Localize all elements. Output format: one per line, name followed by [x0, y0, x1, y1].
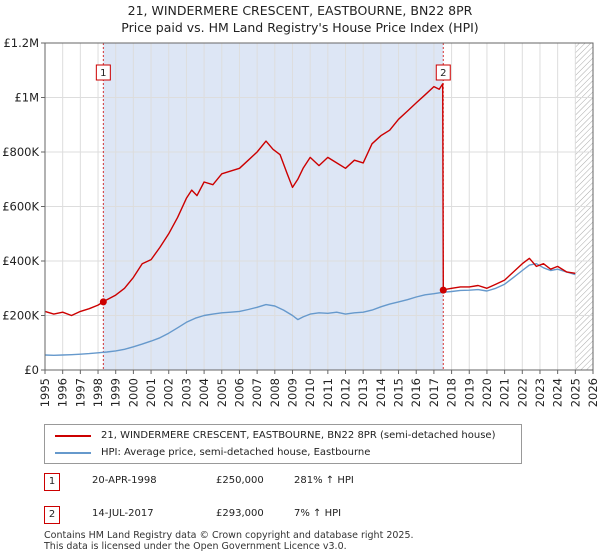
hpi-line	[44, 263, 576, 356]
x-tick-label: 2026	[586, 378, 600, 407]
sale-number-badge: 2	[44, 506, 60, 524]
x-tick-label: 1998	[91, 378, 105, 407]
y-tick-label: £400K	[2, 254, 39, 268]
x-tick-label: 2024	[551, 378, 565, 407]
x-tick-label: 1997	[73, 378, 87, 407]
property-price-line	[44, 83, 576, 317]
sale-marker-box	[435, 64, 451, 81]
footer-copyright: Contains HM Land Registry data © Crown c…	[44, 530, 414, 541]
x-tick-label: 2017	[427, 378, 441, 407]
x-tick-label: 2016	[409, 378, 423, 407]
y-tick-label: £0	[24, 363, 39, 377]
sale-point	[439, 286, 447, 294]
x-tick-label: 2004	[197, 378, 211, 407]
sale-row: 2 14-JUL-2017 £293,000 7% ↑ HPI	[44, 506, 544, 526]
sale-date: 20-APR-1998	[92, 475, 157, 486]
x-tick-label: 2009	[285, 378, 299, 407]
x-tick-label: 2012	[339, 378, 353, 407]
x-tick-label: 2003	[179, 378, 193, 407]
y-tick-label: £600K	[2, 200, 39, 214]
sale-price: £293,000	[216, 508, 264, 519]
footer-attribution: Contains HM Land Registry data © Crown c…	[44, 530, 414, 552]
x-tick-label: 2001	[144, 378, 158, 407]
x-tick-label: 2022	[515, 378, 529, 407]
y-tick-label: £1.2M	[3, 36, 39, 50]
x-tick-label: 2013	[356, 378, 370, 407]
chart-title: 21, WINDERMERE CRESCENT, EASTBOURNE, BN2…	[127, 3, 473, 18]
x-tick-label: 2005	[215, 378, 229, 407]
sale-marker-label: 1	[100, 68, 106, 79]
x-tick-label: 2007	[250, 378, 264, 407]
x-tick-label: 2006	[232, 378, 246, 407]
x-tick-label: 2002	[162, 378, 176, 407]
sale-hpi-change: 281% ↑ HPI	[294, 475, 354, 486]
x-tick-label: 2018	[445, 378, 459, 407]
sale-date: 14-JUL-2017	[92, 508, 154, 519]
x-tick-label: 2020	[480, 378, 494, 407]
sale-hpi-change: 7% ↑ HPI	[294, 508, 342, 519]
legend-swatch-property	[55, 435, 91, 437]
legend-swatch-hpi	[55, 452, 91, 454]
legend-label-property: 21, WINDERMERE CRESCENT, EASTBOURNE, BN2…	[101, 430, 496, 441]
x-tick-label: 2010	[303, 378, 317, 407]
x-tick-label: 2025	[568, 378, 582, 407]
x-tick-label: 2015	[392, 378, 406, 407]
x-tick-label: 2021	[498, 378, 512, 407]
x-tick-label: 2023	[533, 378, 547, 407]
x-tick-label: 2011	[321, 378, 335, 407]
price-chart: 1 2 £0 £200K £400K £600K £800K £1M £1.2M 1995 199…	[2, 36, 600, 407]
x-tick-label: 1996	[56, 378, 70, 407]
sale-price: £250,000	[216, 475, 264, 486]
sale-row: 1 20-APR-1998 £250,000 281% ↑ HPI	[44, 473, 544, 493]
x-tick-label: 1999	[109, 378, 123, 407]
footer-licence: This data is licensed under the Open Gov…	[44, 541, 347, 552]
y-tick-label: £800K	[2, 145, 39, 159]
sale-point	[99, 298, 107, 306]
y-tick-label: £200K	[2, 309, 39, 323]
x-tick-label: 2019	[462, 378, 476, 407]
chart-legend: 21, WINDERMERE CRESCENT, EASTBOURNE, BN2…	[44, 424, 522, 464]
x-tick-label: 1995	[38, 378, 52, 407]
x-tick-label: 2000	[126, 378, 140, 407]
chart-title-block: 21, WINDERMERE CRESCENT, EASTBOURNE, BN2…	[0, 2, 600, 36]
x-tick-label: 2008	[268, 378, 282, 407]
y-tick-label: £1M	[14, 91, 39, 105]
chart-subtitle: Price paid vs. HM Land Registry's House …	[121, 20, 479, 35]
legend-label-hpi: HPI: Average price, semi-detached house,…	[101, 447, 371, 458]
x-tick-label: 2014	[374, 378, 388, 407]
sale-number-badge: 1	[44, 473, 60, 491]
sale-marker-label: 2	[440, 68, 446, 79]
sale-marker-box	[95, 64, 111, 81]
